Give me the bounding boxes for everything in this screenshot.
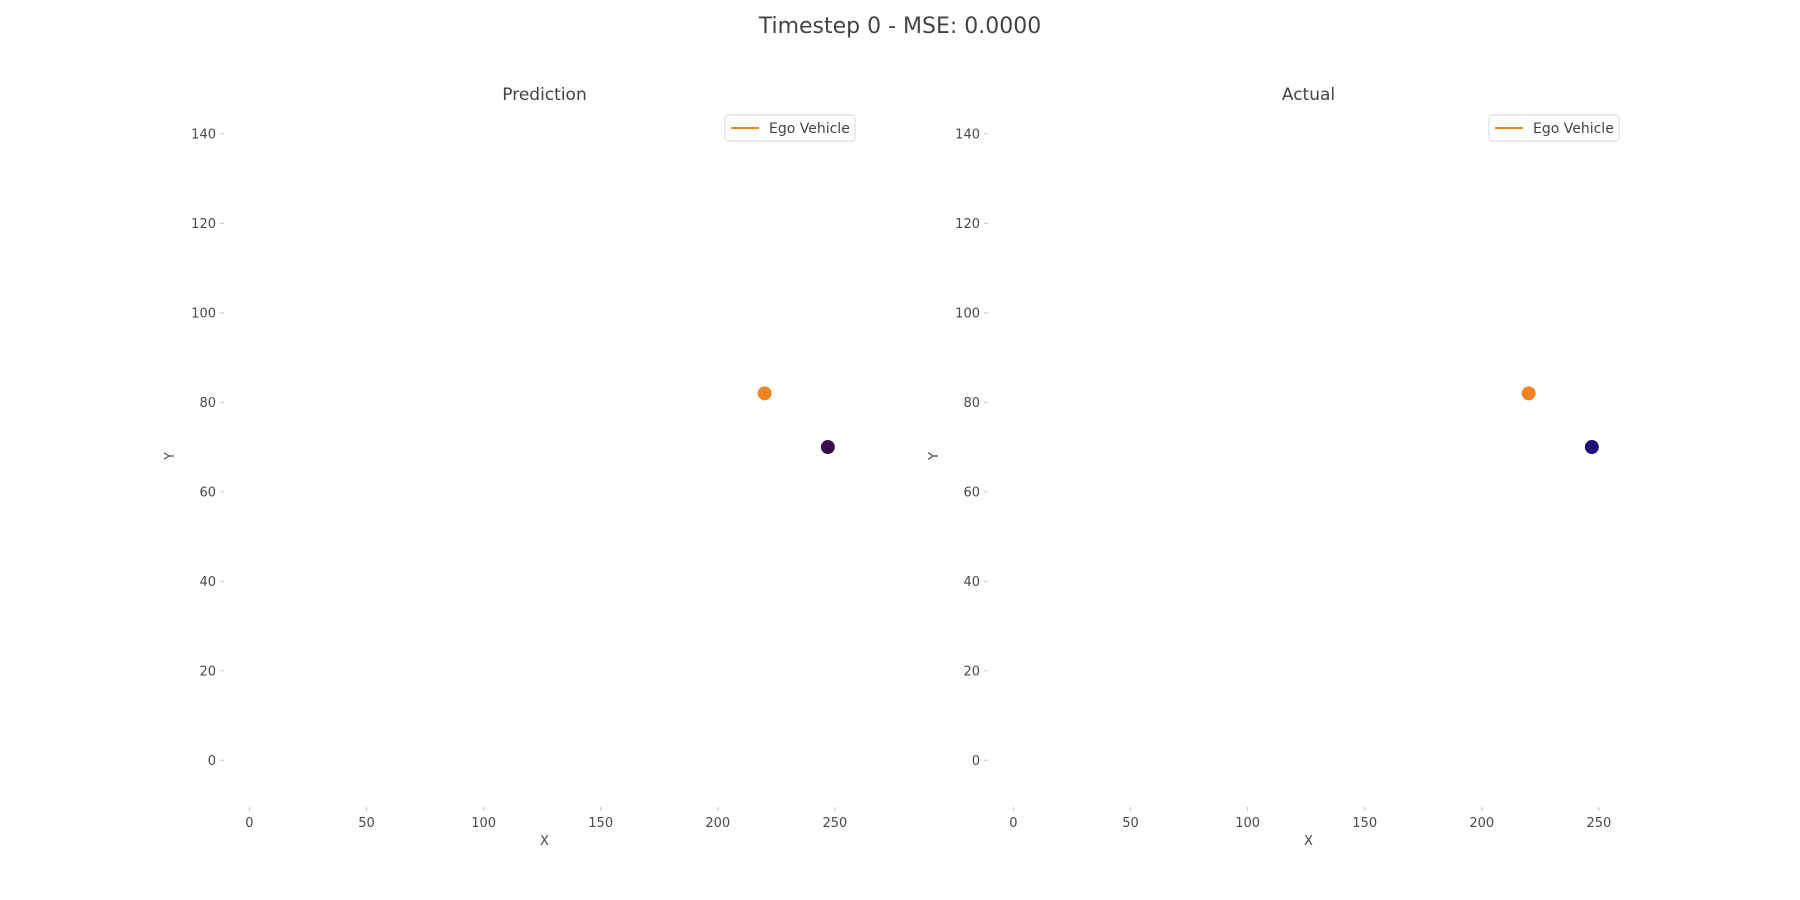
ego-vehicle-point <box>1521 386 1536 401</box>
y-tick-label: 120 <box>191 217 216 232</box>
legend-label: Ego Vehicle <box>769 121 850 137</box>
x-tick-label: 200 <box>1469 816 1494 831</box>
y-tick-label: 60 <box>963 485 980 500</box>
y-tick-label: 0 <box>208 754 216 769</box>
x-axis-label: X <box>1304 834 1313 849</box>
prediction-panel: Prediction 0 20 40 60 80 100 120 140 0 50 100 150 200… <box>163 85 856 849</box>
x-tick-label: 150 <box>588 816 613 831</box>
x-tick-label: 250 <box>822 816 847 831</box>
panel-title: Prediction <box>502 85 586 105</box>
y-tick-label: 100 <box>191 306 216 321</box>
y-tick-label: 40 <box>963 575 980 590</box>
legend-label: Ego Vehicle <box>1533 121 1614 137</box>
y-axis-label: Y <box>927 452 942 461</box>
x-tick-label: 100 <box>471 816 496 831</box>
x-axis-label: X <box>540 834 549 849</box>
y-tick-label: 20 <box>963 664 980 679</box>
x-tick-label: 250 <box>1586 816 1611 831</box>
y-axis-label: Y <box>163 452 178 461</box>
y-tick-label: 0 <box>972 754 980 769</box>
y-tick-label: 80 <box>199 396 216 411</box>
legend: Ego Vehicle <box>724 114 856 142</box>
y-tick-label: 100 <box>955 306 980 321</box>
vehicle-point <box>1584 440 1599 455</box>
x-tick-label: 150 <box>1352 816 1377 831</box>
y-tick-label: 140 <box>191 127 216 142</box>
y-tick-label: 120 <box>955 217 980 232</box>
y-tick-label: 40 <box>199 575 216 590</box>
figure-title: Timestep 0 - MSE: 0.0000 <box>758 14 1042 39</box>
x-tick-label: 50 <box>358 816 375 831</box>
x-tick-label: 100 <box>1235 816 1260 831</box>
legend-box <box>1488 114 1620 142</box>
x-tick-label: 0 <box>1009 816 1017 831</box>
y-tick-label: 20 <box>199 664 216 679</box>
legend-box <box>724 114 856 142</box>
y-tick-label: 80 <box>963 396 980 411</box>
actual-panel: Actual 0 20 40 60 80 100 120 140 0 50 100 150 200 250 X… <box>927 85 1620 849</box>
x-tick-label: 0 <box>245 816 253 831</box>
x-tick-label: 50 <box>1122 816 1139 831</box>
y-tick-label: 60 <box>199 485 216 500</box>
x-tick-label: 200 <box>705 816 730 831</box>
ego-vehicle-point <box>757 386 772 401</box>
vehicle-point <box>820 440 835 455</box>
panel-title: Actual <box>1282 85 1335 105</box>
y-tick-label: 140 <box>955 127 980 142</box>
legend: Ego Vehicle <box>1488 114 1620 142</box>
